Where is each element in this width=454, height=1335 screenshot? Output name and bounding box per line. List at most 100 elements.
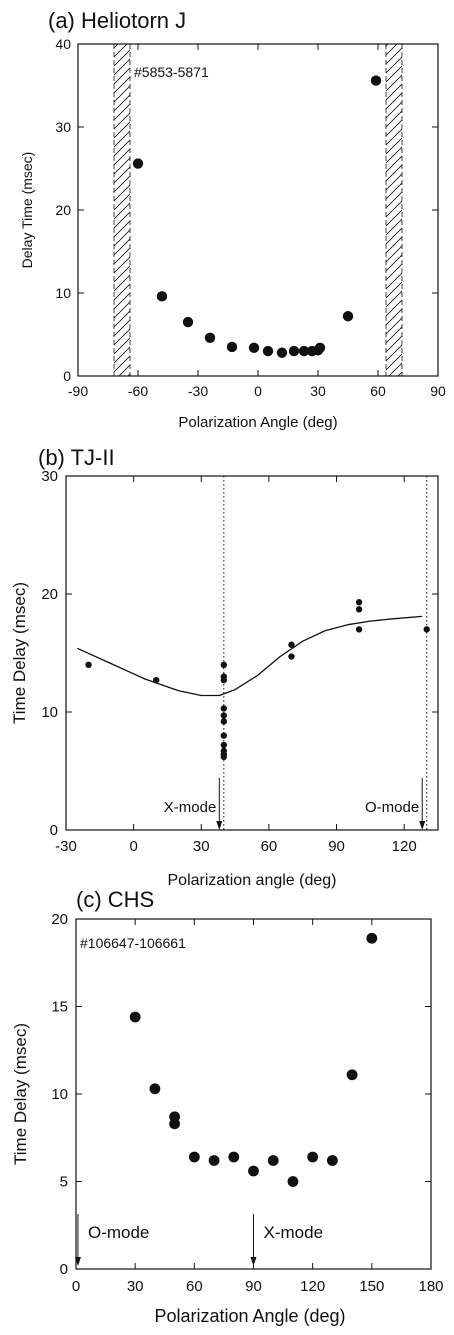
data-point [85, 661, 92, 668]
data-point [220, 732, 228, 739]
y-tick-label: 5 [60, 1174, 68, 1191]
data-point [366, 932, 378, 944]
y-axis-label: Delay Time (msec) [19, 152, 35, 269]
data-point [267, 1155, 279, 1166]
shot-range-annotation: #106647-106661 [80, 935, 186, 951]
axis-ticks: -90 -60 -30 0 30 60 90 0 10 20 30 40 [55, 36, 446, 399]
plot-frame [77, 43, 439, 377]
y-tick-label: 10 [41, 704, 58, 721]
shot-range-annotation: #5853-5871 [134, 64, 209, 80]
plot-frame [65, 475, 439, 831]
x-axis-label: Polarization Angle (deg) [154, 1306, 345, 1326]
data-point [342, 311, 354, 322]
data-point [132, 158, 144, 169]
data-point [156, 291, 168, 302]
x-tick-label: 0 [72, 1278, 80, 1295]
x-tick-label: 0 [254, 383, 262, 399]
data-point [220, 661, 228, 668]
data-point [298, 345, 310, 357]
y-tick-label: 40 [55, 36, 71, 52]
hatched-region [114, 44, 130, 376]
y-tick-label: 0 [50, 822, 58, 839]
mode-arrow-head [74, 1257, 81, 1266]
y-tick-label: 0 [63, 368, 71, 384]
data-point [307, 1151, 319, 1163]
data-point [220, 676, 228, 684]
x-tick-label: 60 [186, 1278, 203, 1295]
data-point [370, 75, 382, 86]
y-axis-label: Time Delay (msec) [11, 1023, 30, 1165]
data-point [152, 676, 160, 684]
data-point [226, 341, 238, 353]
data-points [129, 932, 378, 1187]
y-tick-label: 20 [41, 586, 58, 603]
mode-markers: X-mode O-mode [164, 778, 426, 830]
y-tick-label: 10 [51, 1086, 68, 1103]
hatched-regions [113, 44, 403, 376]
chart-title: (c) CHS [76, 887, 154, 912]
data-point [220, 712, 228, 719]
x-tick-label: 0 [129, 838, 137, 855]
x-tick-label: 60 [261, 838, 278, 855]
chart-title: (a) Heliotorn J [48, 8, 186, 33]
panel-c: 0 30 60 90 120 150 180 0 5 10 15 20 O-mode X-mode (c… [11, 887, 444, 1326]
data-point [220, 741, 228, 749]
x-tick-label: -60 [128, 383, 148, 399]
data-point [346, 1069, 358, 1081]
mode-arrow-head [419, 821, 426, 830]
mode-arrow-head [250, 1257, 257, 1266]
y-tick-label: 15 [51, 999, 68, 1016]
mode-arrow-head [216, 821, 223, 830]
mode-marker-label: O-mode [88, 1223, 149, 1242]
data-point [288, 345, 300, 357]
data-point [248, 342, 260, 353]
mode-markers: O-mode X-mode [74, 1214, 324, 1266]
data-point [355, 599, 363, 606]
data-point [288, 641, 295, 648]
data-point [220, 705, 228, 712]
x-tick-label: 90 [328, 838, 345, 855]
y-axis-label: Time Delay (msec) [10, 582, 29, 724]
x-tick-label: 30 [127, 1278, 144, 1295]
y-tick-label: 20 [51, 911, 68, 928]
x-tick-label: -30 [188, 383, 208, 399]
x-tick-label: 90 [245, 1278, 262, 1295]
data-point [248, 1165, 259, 1177]
mode-marker-label: X-mode [264, 1223, 324, 1242]
y-tick-label: 30 [55, 119, 71, 135]
data-point [169, 1118, 181, 1130]
data-point [204, 332, 216, 344]
x-tick-label: -90 [68, 383, 88, 399]
panel-a: -90 -60 -30 0 30 60 90 0 10 20 30 40 (a) Heliotorn … [19, 8, 446, 431]
data-point [276, 347, 288, 358]
x-tick-label: 120 [392, 838, 417, 855]
hatched-region [386, 44, 402, 376]
mode-marker-label: O-mode [365, 799, 419, 816]
x-tick-label: 30 [193, 838, 210, 855]
data-point [326, 1155, 338, 1166]
data-point [182, 316, 194, 328]
x-tick-label: -30 [55, 838, 77, 855]
data-point [188, 1151, 200, 1163]
data-point [228, 1151, 240, 1163]
data-point [129, 1011, 141, 1023]
y-tick-label: 30 [41, 468, 58, 485]
x-tick-label: 90 [430, 383, 446, 399]
data-points [132, 75, 382, 358]
x-tick-label: 30 [310, 383, 326, 399]
data-point [262, 345, 274, 357]
x-axis-label: Polarization angle (deg) [168, 872, 337, 889]
fit-curve-line [77, 615, 423, 697]
x-tick-label: 150 [359, 1278, 384, 1295]
fit-curve [77, 615, 423, 697]
y-tick-label: 0 [60, 1261, 68, 1278]
data-point [314, 342, 326, 353]
x-tick-label: 60 [370, 383, 386, 399]
y-tick-label: 20 [55, 202, 71, 218]
data-point [220, 753, 228, 761]
chart-title: (b) TJ-II [38, 445, 115, 470]
x-tick-label: 180 [418, 1278, 443, 1295]
